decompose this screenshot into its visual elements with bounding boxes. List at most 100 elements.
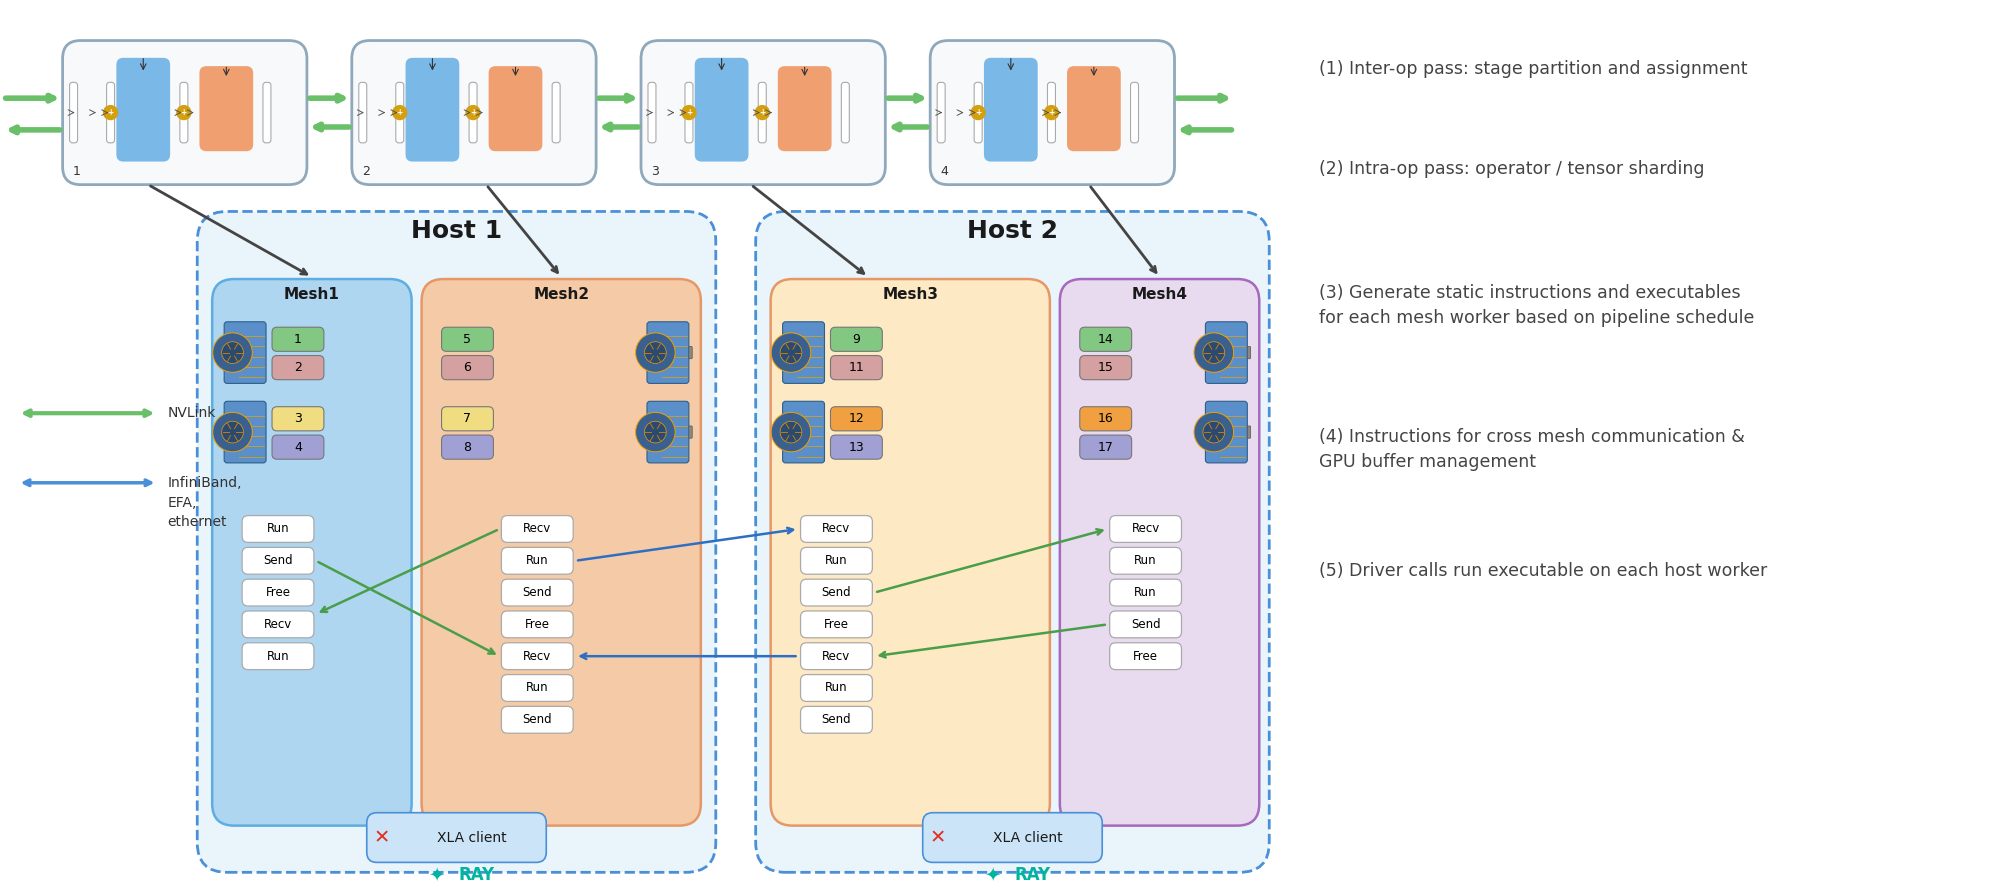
Text: ✦: ✦ xyxy=(428,866,444,885)
FancyBboxPatch shape xyxy=(200,66,254,151)
FancyBboxPatch shape xyxy=(777,66,831,151)
Text: Mesh3: Mesh3 xyxy=(881,287,937,302)
Text: InfiniBand,
EFA,
ethernet: InfiniBand, EFA, ethernet xyxy=(168,476,242,530)
FancyBboxPatch shape xyxy=(1109,643,1181,670)
FancyBboxPatch shape xyxy=(755,212,1269,872)
Circle shape xyxy=(212,413,252,452)
Circle shape xyxy=(755,105,769,120)
FancyBboxPatch shape xyxy=(799,643,871,670)
FancyBboxPatch shape xyxy=(488,66,541,151)
FancyBboxPatch shape xyxy=(501,515,573,542)
FancyBboxPatch shape xyxy=(1059,279,1259,826)
FancyBboxPatch shape xyxy=(272,355,324,380)
FancyBboxPatch shape xyxy=(242,547,314,574)
Text: RAY: RAY xyxy=(1013,866,1049,884)
Circle shape xyxy=(771,333,811,372)
Circle shape xyxy=(643,342,665,363)
Text: (5) Driver calls run executable on each host worker: (5) Driver calls run executable on each … xyxy=(1319,563,1766,580)
Text: Run: Run xyxy=(825,555,847,567)
Text: (1) Inter-op pass: stage partition and assignment: (1) Inter-op pass: stage partition and a… xyxy=(1319,61,1746,79)
FancyBboxPatch shape xyxy=(470,82,478,143)
Text: Send: Send xyxy=(264,555,292,567)
Text: 7: 7 xyxy=(464,413,472,425)
FancyBboxPatch shape xyxy=(841,82,849,143)
Text: Run: Run xyxy=(1133,586,1157,599)
FancyBboxPatch shape xyxy=(689,346,691,359)
FancyBboxPatch shape xyxy=(551,82,559,143)
Text: 15: 15 xyxy=(1097,361,1113,374)
FancyBboxPatch shape xyxy=(647,401,689,463)
Circle shape xyxy=(222,421,244,443)
FancyBboxPatch shape xyxy=(1079,355,1131,380)
Circle shape xyxy=(779,342,801,363)
FancyBboxPatch shape xyxy=(779,346,781,359)
Circle shape xyxy=(466,105,480,120)
Text: +: + xyxy=(759,108,765,117)
Circle shape xyxy=(1203,342,1225,363)
Text: 1: 1 xyxy=(294,333,302,346)
FancyBboxPatch shape xyxy=(1109,547,1181,574)
Text: Run: Run xyxy=(1133,555,1157,567)
Text: 13: 13 xyxy=(847,440,863,454)
FancyBboxPatch shape xyxy=(442,406,494,430)
Text: +: + xyxy=(108,108,114,117)
Circle shape xyxy=(635,413,675,452)
FancyBboxPatch shape xyxy=(829,435,881,459)
FancyBboxPatch shape xyxy=(501,706,573,733)
Circle shape xyxy=(681,105,695,120)
FancyBboxPatch shape xyxy=(1205,401,1247,463)
Circle shape xyxy=(971,105,985,120)
FancyBboxPatch shape xyxy=(1247,426,1251,438)
Circle shape xyxy=(1203,421,1225,443)
Text: Run: Run xyxy=(525,681,547,695)
Text: (2) Intra-op pass: operator / tensor sharding: (2) Intra-op pass: operator / tensor sha… xyxy=(1319,160,1704,178)
Text: NVLink: NVLink xyxy=(168,406,216,421)
FancyBboxPatch shape xyxy=(358,82,366,143)
Text: Send: Send xyxy=(821,714,851,726)
Circle shape xyxy=(176,105,190,120)
FancyBboxPatch shape xyxy=(779,426,781,438)
FancyBboxPatch shape xyxy=(396,82,404,143)
Text: Recv: Recv xyxy=(821,650,851,663)
FancyBboxPatch shape xyxy=(1109,515,1181,542)
FancyBboxPatch shape xyxy=(442,435,494,459)
Circle shape xyxy=(1043,105,1057,120)
FancyBboxPatch shape xyxy=(1247,346,1251,359)
Circle shape xyxy=(771,413,811,452)
FancyBboxPatch shape xyxy=(180,82,188,143)
Text: +: + xyxy=(1047,108,1055,117)
FancyBboxPatch shape xyxy=(1205,321,1247,383)
FancyBboxPatch shape xyxy=(501,580,573,606)
FancyBboxPatch shape xyxy=(501,547,573,574)
FancyBboxPatch shape xyxy=(695,58,747,162)
FancyBboxPatch shape xyxy=(1067,66,1121,151)
Text: Recv: Recv xyxy=(821,522,851,536)
FancyBboxPatch shape xyxy=(829,406,881,430)
FancyBboxPatch shape xyxy=(1079,406,1131,430)
Text: 14: 14 xyxy=(1097,333,1113,346)
FancyBboxPatch shape xyxy=(406,58,460,162)
Text: ✕: ✕ xyxy=(374,828,390,847)
FancyBboxPatch shape xyxy=(224,401,266,463)
FancyBboxPatch shape xyxy=(62,40,308,185)
Circle shape xyxy=(104,105,118,120)
FancyBboxPatch shape xyxy=(220,346,224,359)
FancyBboxPatch shape xyxy=(1131,82,1139,143)
FancyBboxPatch shape xyxy=(937,82,945,143)
Text: Send: Send xyxy=(521,714,551,726)
Text: 1: 1 xyxy=(72,165,80,179)
Text: Run: Run xyxy=(525,555,547,567)
Text: Recv: Recv xyxy=(523,650,551,663)
FancyBboxPatch shape xyxy=(366,813,545,863)
FancyBboxPatch shape xyxy=(799,706,871,733)
FancyBboxPatch shape xyxy=(272,406,324,430)
FancyBboxPatch shape xyxy=(272,327,324,351)
Text: Mesh4: Mesh4 xyxy=(1131,287,1187,302)
FancyBboxPatch shape xyxy=(242,643,314,670)
FancyBboxPatch shape xyxy=(1047,82,1055,143)
Text: 9: 9 xyxy=(851,333,859,346)
FancyBboxPatch shape xyxy=(272,435,324,459)
FancyBboxPatch shape xyxy=(501,674,573,701)
Text: Mesh1: Mesh1 xyxy=(284,287,340,302)
Circle shape xyxy=(212,333,252,372)
